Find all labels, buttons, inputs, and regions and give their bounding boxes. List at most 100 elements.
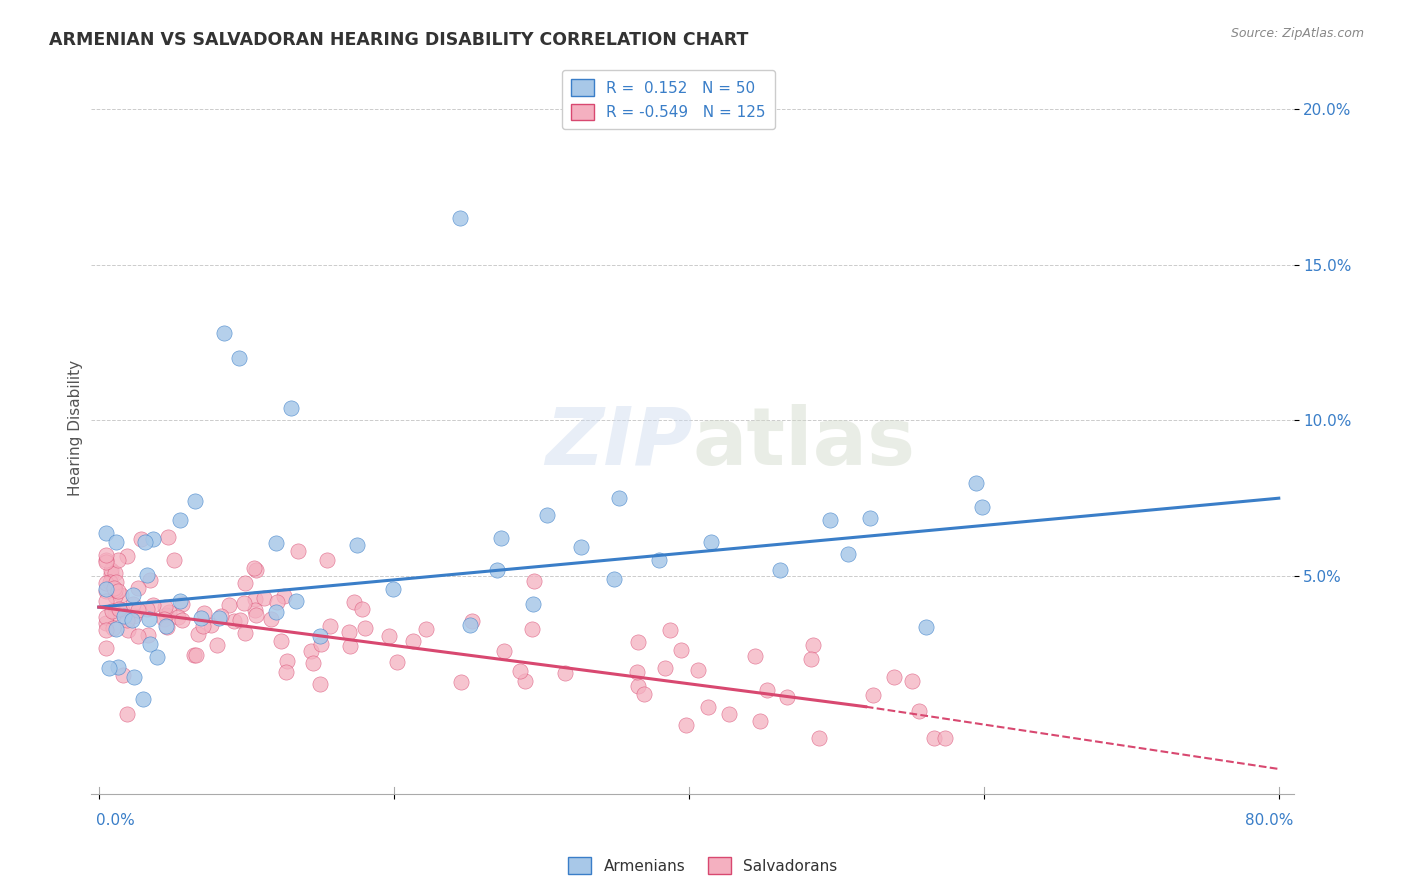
Legend: R =  0.152   N = 50, R = -0.549   N = 125: R = 0.152 N = 50, R = -0.549 N = 125 [562, 70, 775, 129]
Point [117, 613, 139, 627]
Point [104, 566, 127, 581]
Point [146, 650, 169, 665]
Point [124, 609, 146, 624]
Text: atlas: atlas [692, 404, 915, 482]
Point [104, 589, 127, 603]
Point [775, 690, 797, 704]
Point [222, 614, 245, 628]
Point [169, 513, 191, 527]
Point [135, 601, 157, 615]
Point [100, 566, 122, 581]
Point [245, 563, 267, 577]
Point [607, 491, 630, 505]
Point [669, 643, 692, 657]
Point [718, 707, 741, 722]
Point [270, 634, 292, 648]
Point [155, 620, 177, 634]
Point [346, 538, 368, 552]
Point [522, 597, 544, 611]
Point [101, 621, 124, 635]
Point [901, 674, 924, 689]
Point [276, 665, 298, 679]
Point [129, 533, 152, 547]
Point [156, 530, 179, 544]
Point [627, 635, 650, 649]
Point [522, 622, 544, 636]
Point [301, 656, 323, 670]
Text: Source: ZipAtlas.com: Source: ZipAtlas.com [1230, 27, 1364, 40]
Point [155, 607, 177, 622]
Point [837, 547, 859, 561]
Point [115, 549, 138, 563]
Point [107, 553, 129, 567]
Point [688, 663, 710, 677]
Point [94, 610, 117, 624]
Point [166, 609, 188, 624]
Point [94, 593, 117, 607]
Text: 80.0%: 80.0% [1246, 814, 1294, 828]
Point [245, 608, 267, 623]
Point [515, 673, 537, 688]
Point [104, 534, 127, 549]
Point [460, 614, 482, 628]
Point [922, 731, 945, 745]
Point [243, 603, 266, 617]
Point [138, 612, 160, 626]
Point [908, 704, 931, 718]
Point [94, 641, 117, 656]
Point [112, 608, 135, 623]
Point [153, 612, 176, 626]
Point [100, 604, 122, 618]
Point [170, 613, 193, 627]
Point [184, 648, 207, 663]
Text: ZIP: ZIP [546, 404, 692, 482]
Point [915, 619, 938, 633]
Point [233, 626, 256, 640]
Point [934, 731, 956, 745]
Point [115, 707, 138, 722]
Point [554, 665, 576, 680]
Point [155, 618, 177, 632]
Point [233, 596, 256, 610]
Point [339, 640, 361, 654]
Point [193, 618, 215, 632]
Point [94, 583, 117, 598]
Point [110, 588, 132, 602]
Point [280, 401, 302, 415]
Point [190, 611, 212, 625]
Point [626, 665, 648, 679]
Point [697, 699, 720, 714]
Text: 0.0%: 0.0% [96, 814, 135, 828]
Point [170, 597, 193, 611]
Point [818, 513, 841, 527]
Point [142, 532, 165, 546]
Point [108, 602, 131, 616]
Legend: Armenians, Salvadorans: Armenians, Salvadorans [562, 851, 844, 880]
Point [253, 591, 276, 606]
Text: ARMENIAN VS SALVADORAN HEARING DISABILITY CORRELATION CHART: ARMENIAN VS SALVADORAN HEARING DISABILIT… [49, 31, 748, 49]
Point [970, 500, 993, 515]
Point [127, 582, 149, 596]
Point [233, 575, 256, 590]
Point [98, 575, 121, 590]
Point [744, 649, 766, 664]
Point [243, 592, 266, 607]
Y-axis label: Hearing Disability: Hearing Disability [67, 360, 83, 496]
Point [94, 553, 117, 567]
Point [122, 670, 145, 684]
Point [136, 628, 159, 642]
Point [229, 613, 252, 627]
Point [883, 670, 905, 684]
Point [458, 618, 481, 632]
Point [187, 626, 209, 640]
Point [675, 718, 697, 732]
Point [94, 576, 117, 591]
Point [100, 563, 122, 577]
Point [287, 544, 309, 558]
Point [183, 648, 205, 662]
Point [134, 535, 156, 549]
Point [309, 629, 332, 643]
Point [494, 644, 516, 658]
Point [218, 598, 240, 612]
Point [450, 675, 472, 690]
